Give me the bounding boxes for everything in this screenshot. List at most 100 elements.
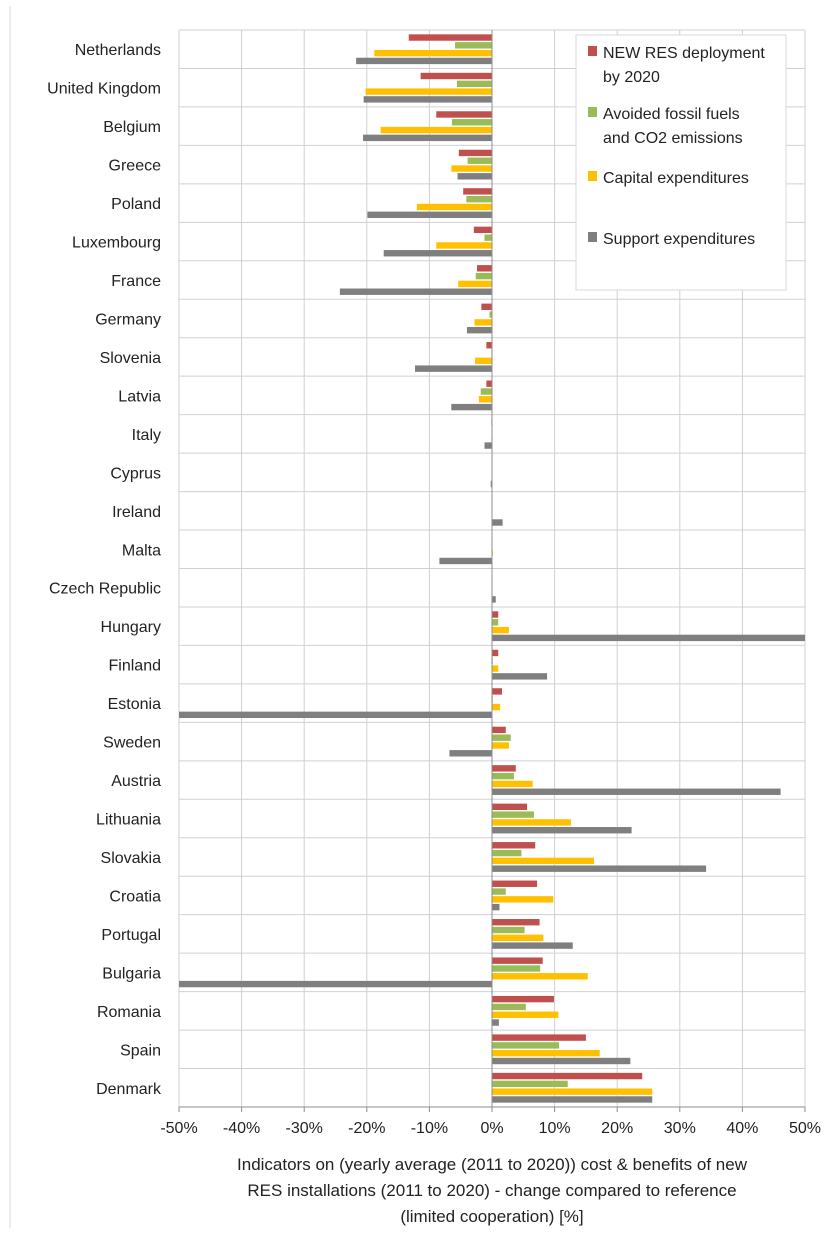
bar-slovenia-series-3	[475, 357, 492, 365]
x-tick-label: 40%	[726, 1120, 758, 1137]
x-tick-label: 50%	[789, 1120, 821, 1137]
legend-label-2: and CO2 emissions	[603, 130, 743, 147]
category-label-germany: Germany	[95, 311, 161, 328]
bar-bulgaria-series-3	[492, 973, 588, 980]
bar-estonia-series-4	[179, 711, 492, 719]
x-tick-label: 30%	[664, 1120, 696, 1137]
bar-hungary-series-2	[492, 619, 499, 626]
x-tick-label: 10%	[539, 1120, 571, 1137]
category-label-croatia: Croatia	[109, 888, 161, 905]
category-label-italy: Italy	[132, 427, 161, 444]
bar-slovenia-series-1	[486, 342, 492, 349]
category-label-slovakia: Slovakia	[101, 850, 162, 867]
bar-latvia-series-3	[478, 396, 492, 403]
bar-romania-series-4	[492, 1019, 499, 1026]
bar-germany-series-1	[481, 303, 492, 310]
category-label-united-kingdom: United Kingdom	[47, 81, 161, 98]
bar-latvia-series-4	[451, 403, 492, 411]
category-label-finland: Finland	[109, 658, 161, 675]
category-label-malta: Malta	[122, 542, 161, 559]
bar-romania-series-1	[492, 995, 554, 1003]
bar-poland-series-4	[367, 211, 492, 218]
bar-germany-series-3	[474, 319, 492, 326]
bar-united-kingdom-series-1	[420, 72, 492, 80]
bar-ireland-series-4	[492, 519, 503, 526]
bar-croatia-series-2	[492, 888, 506, 895]
category-label-bulgaria: Bulgaria	[102, 965, 161, 982]
bar-romania-series-3	[492, 1011, 559, 1018]
bar-lithuania-series-2	[492, 811, 534, 818]
bar-spain-series-4	[492, 1057, 631, 1065]
bar-denmark-series-1	[492, 1072, 643, 1080]
legend-swatch-4	[588, 232, 597, 242]
legend-label-2: Avoided fossil fuels	[603, 106, 740, 123]
bar-finland-series-1	[492, 649, 499, 657]
bar-belgium-series-4	[363, 134, 492, 142]
legend-label-1: by 2020	[603, 69, 660, 86]
x-tick-label: -20%	[348, 1120, 385, 1137]
category-label-hungary: Hungary	[101, 619, 161, 636]
bar-denmark-series-3	[492, 1088, 653, 1095]
bar-romania-series-2	[492, 1003, 526, 1011]
bar-portugal-series-2	[492, 926, 525, 934]
bar-luxembourg-series-2	[484, 234, 492, 241]
category-label-belgium: Belgium	[103, 119, 161, 136]
category-label-romania: Romania	[97, 1004, 161, 1021]
category-label-austria: Austria	[111, 773, 161, 790]
legend: NEW RES deployment by 2020 Avoided fossil …	[575, 34, 787, 291]
bar-united-kingdom-series-4	[363, 96, 492, 103]
category-label-france: France	[111, 273, 161, 290]
bar-united-kingdom-series-2	[456, 80, 492, 87]
bar-lithuania-series-4	[492, 827, 632, 834]
bar-estonia-series-3	[492, 703, 501, 711]
bar-netherlands-series-3	[374, 49, 492, 57]
legend-swatch-1	[588, 46, 597, 56]
bar-spain-series-2	[492, 1042, 559, 1049]
x-tick-label: -50%	[160, 1120, 197, 1137]
bar-greece-series-3	[451, 165, 492, 172]
category-label-netherlands: Netherlands	[75, 42, 161, 59]
bar-france-series-4	[339, 288, 492, 295]
legend-label-4: Support expenditures	[603, 231, 755, 248]
bar-bulgaria-series-4	[179, 980, 492, 988]
bar-united-kingdom-series-3	[365, 88, 492, 95]
legend-label-1: NEW RES deployment	[603, 45, 765, 62]
bar-luxembourg-series-3	[436, 242, 492, 249]
x-axis-title-line: (limited cooperation) [%]	[400, 1207, 583, 1226]
x-tick-label: -30%	[286, 1120, 323, 1137]
bar-greece-series-4	[457, 173, 492, 180]
bars	[179, 34, 805, 1103]
bar-finland-series-3	[492, 665, 499, 672]
bar-bulgaria-series-1	[492, 957, 543, 964]
category-label-greece: Greece	[109, 158, 162, 175]
bar-slovenia-series-4	[415, 365, 492, 372]
bar-sweden-series-3	[492, 742, 509, 749]
category-label-latvia: Latvia	[118, 388, 161, 405]
bar-germany-series-2	[489, 311, 492, 318]
bar-austria-series-1	[492, 765, 516, 772]
bar-poland-series-1	[463, 188, 492, 195]
bar-sweden-series-1	[492, 726, 506, 734]
bar-spain-series-1	[492, 1034, 586, 1041]
bar-portugal-series-1	[492, 919, 540, 926]
bar-slovakia-series-4	[492, 865, 707, 872]
category-label-luxembourg: Luxembourg	[72, 235, 161, 252]
category-label-sweden: Sweden	[103, 735, 161, 752]
legend-swatch-2	[588, 107, 597, 117]
bar-luxembourg-series-4	[383, 250, 492, 257]
category-label-lithuania: Lithuania	[96, 812, 161, 829]
category-label-portugal: Portugal	[101, 927, 161, 944]
bar-belgium-series-3	[380, 126, 492, 134]
bar-bulgaria-series-2	[492, 965, 541, 972]
bar-france-series-2	[475, 272, 492, 280]
bar-austria-series-4	[492, 788, 781, 795]
bar-sweden-series-2	[492, 734, 511, 741]
bar-netherlands-series-2	[455, 42, 492, 49]
x-tick-label: 0%	[480, 1120, 503, 1137]
bar-denmark-series-2	[492, 1080, 568, 1088]
bar-poland-series-2	[466, 195, 492, 203]
bar-sweden-series-4	[449, 750, 492, 757]
x-tick-label: -10%	[411, 1120, 448, 1137]
bar-finland-series-4	[492, 673, 548, 680]
